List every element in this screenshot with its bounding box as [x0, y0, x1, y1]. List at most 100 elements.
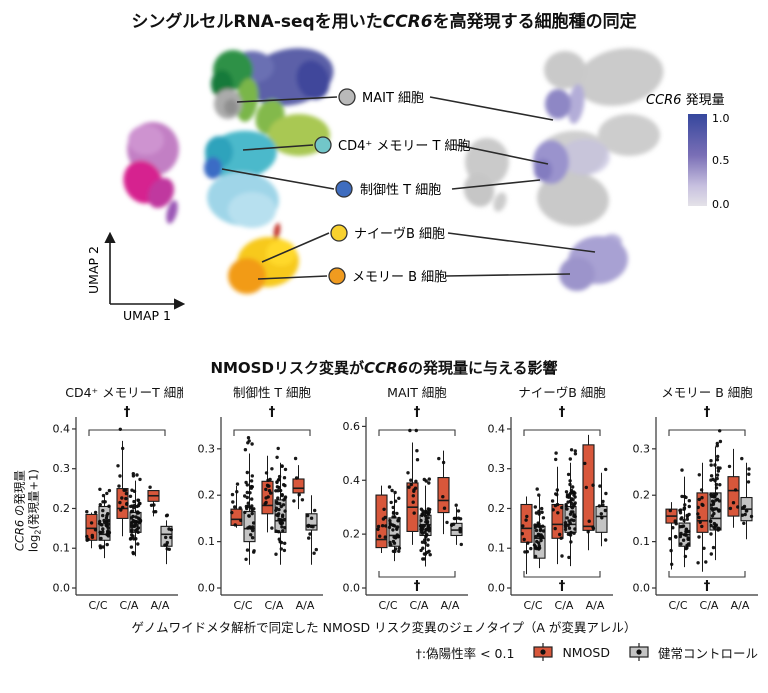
box-control-C/A — [563, 448, 578, 567]
sig-bracket-top — [523, 429, 601, 436]
jitter-points — [243, 436, 256, 561]
box-nmosd-C/A — [406, 428, 420, 545]
svg-text:0.1: 0.1 — [488, 542, 506, 555]
treg-label: 制御性 T 細胞 — [360, 183, 441, 198]
sig-bracket-top — [668, 429, 746, 436]
boxplot-section: CCR6 の発現量 log2(発現量+1) CD4⁺ メモリーT 細胞 † 0.0 0… — [0, 383, 768, 615]
legend-control: 健常コントロール — [626, 642, 758, 662]
box-nmosd-C/C — [375, 485, 388, 553]
svg-text:CD4⁺ メモリーT 細胞: CD4⁺ メモリーT 細胞 — [65, 385, 183, 400]
legend-control-label: 健常コントロール — [657, 645, 758, 661]
box-nmosd-C/A — [550, 451, 564, 565]
ylabel-rest: の発現量 — [12, 470, 27, 520]
svg-text:C/A: C/A — [700, 599, 719, 612]
sig-bracket-bottom — [523, 571, 601, 578]
svg-text:ナイーヴB 細胞: ナイーヴB 細胞 — [518, 385, 606, 400]
boxplot-panel-3: ナイーヴB 細胞 † † 0.0 0.1 0.2 0.3 0.4 C/C C/A A/A — [488, 385, 613, 612]
svg-text:0.2: 0.2 — [198, 489, 216, 502]
svg-text:制御性 T 細胞: 制御性 T 細胞 — [233, 385, 312, 400]
jitter-points — [583, 461, 596, 534]
legend-nmosd-label: NMOSD — [562, 644, 610, 660]
umap-xlabel: UMAP 1 — [123, 308, 171, 323]
svg-text:0.2: 0.2 — [488, 502, 506, 515]
boxplot-panel-2: MAIT 細胞 † † 0.0 0.2 0.4 0.6 C/C C/A A/A — [343, 385, 468, 612]
jitter-points — [678, 468, 691, 559]
colorbar-title-rest: 発現量 — [681, 93, 724, 108]
jitter-points — [292, 456, 305, 503]
box-nmosd-C/C — [85, 510, 98, 549]
box-nmosd-C/C — [230, 482, 243, 528]
box-nmosd-A/A — [437, 450, 450, 535]
jitter-points — [708, 429, 723, 556]
box-control-C/A — [128, 472, 143, 557]
svg-text:0.2: 0.2 — [633, 489, 651, 502]
svg-text:0.2: 0.2 — [53, 502, 71, 515]
sig-bracket-bottom — [668, 571, 746, 578]
jitter-points — [727, 464, 740, 511]
jitter-points — [532, 487, 546, 559]
svg-text:†: † — [704, 579, 711, 594]
jitter-points — [449, 503, 463, 547]
box-control-C/C — [678, 468, 691, 568]
cd4-label: CD4⁺ メモリー T 細胞 — [338, 139, 471, 154]
cell-type-labels: MAIT 細胞 CD4⁺ メモリー T 細胞 制御性 T 細胞 ナイーヴB 細胞… — [314, 88, 471, 285]
boxplot-panel-0: CD4⁺ メモリーT 細胞 † 0.0 0.1 0.2 0.3 0.4 C/C C/A A/A — [53, 385, 184, 612]
cd4-circle — [314, 136, 332, 154]
ylabel-log-sub: 2 — [33, 529, 43, 535]
control-box-icon — [629, 643, 649, 661]
box-control-C/C — [532, 487, 546, 569]
top-title: シングルセルRNA-seqを用いたCCR6を高発現する細胞種の同定 — [0, 0, 768, 34]
dagger-note: †:偽陽性率 < 0.1 — [415, 645, 515, 661]
svg-text:A/A: A/A — [731, 599, 750, 612]
colorbar-tick-mid: 0.5 — [712, 154, 730, 167]
box-nmosd-C/C — [520, 496, 533, 575]
box-nmosd-A/A — [582, 434, 596, 551]
box-control-C/A — [274, 446, 288, 565]
svg-text:A/A: A/A — [586, 599, 605, 612]
top-title-suffix: を高発現する細胞種の同定 — [432, 12, 637, 32]
jitter-points — [85, 510, 98, 542]
box-control-A/A — [449, 503, 463, 547]
svg-text:0.0: 0.0 — [633, 582, 651, 595]
jitter-points — [116, 427, 129, 512]
jitter-points — [274, 446, 288, 556]
colorbar-tick-high: 1.0 — [712, 112, 730, 125]
svg-text:0.4: 0.4 — [53, 422, 71, 435]
svg-text:0.3: 0.3 — [633, 442, 651, 455]
mait-circle — [338, 88, 356, 106]
svg-text:†: † — [269, 405, 276, 420]
svg-text:C/C: C/C — [668, 599, 687, 612]
bottom-title-gene: CCR6 — [363, 359, 408, 377]
bottom-title-suffix: の発現量に与える影響 — [407, 359, 558, 377]
jitter-points — [263, 467, 274, 530]
svg-text:†: † — [414, 405, 421, 420]
svg-text:C/A: C/A — [265, 599, 284, 612]
jitter-points — [230, 482, 243, 527]
svg-text:C/A: C/A — [120, 599, 139, 612]
boxplot-ylabel: CCR6 の発現量 log2(発現量+1) — [12, 436, 44, 586]
svg-text:0.3: 0.3 — [53, 462, 71, 475]
ylabel-gene: CCR6 — [12, 519, 27, 552]
svg-text:C/A: C/A — [410, 599, 429, 612]
svg-text:†: † — [559, 405, 566, 420]
box-control-C/A — [708, 429, 723, 561]
jitter-points — [437, 456, 449, 525]
box-nmosd-C/A — [261, 455, 274, 533]
jitter-points — [128, 472, 143, 556]
svg-text:0.1: 0.1 — [198, 535, 216, 548]
box-nmosd-C/C — [665, 502, 678, 570]
box-control-A/A — [160, 513, 173, 565]
svg-text:0.6: 0.6 — [343, 420, 361, 433]
label-connectors — [221, 96, 596, 280]
svg-text:0.3: 0.3 — [198, 442, 216, 455]
jitter-points — [597, 467, 608, 542]
svg-text:A/A: A/A — [151, 599, 170, 612]
jitter-points — [520, 514, 533, 554]
svg-text:C/C: C/C — [88, 599, 107, 612]
box-control-C/A — [418, 477, 432, 567]
colorbar-title-gene: CCR6 — [646, 93, 681, 108]
jitter-points — [376, 507, 388, 539]
expression-colorbar: CCR6 発現量 1.0 0.5 0.0 — [646, 93, 730, 211]
svg-text:C/C: C/C — [378, 599, 397, 612]
svg-text:CCR6 発現量: CCR6 発現量 — [646, 93, 725, 108]
